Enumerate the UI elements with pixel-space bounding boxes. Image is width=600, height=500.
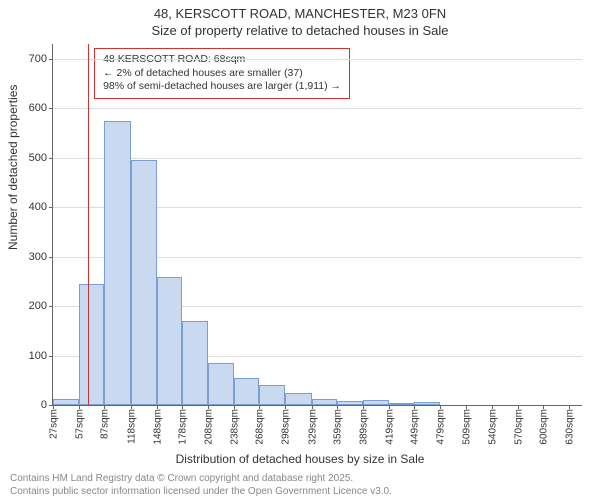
chart-title: 48, KERSCOTT ROAD, MANCHESTER, M23 0FN bbox=[0, 0, 600, 23]
y-tick-mark bbox=[49, 257, 53, 258]
x-tick-label: 389sqm bbox=[358, 409, 369, 445]
footer-credits: Contains HM Land Registry data © Crown c… bbox=[10, 473, 392, 498]
grid-line bbox=[53, 59, 582, 60]
histogram-bar bbox=[234, 378, 260, 405]
x-tick-label: 178sqm bbox=[178, 409, 189, 445]
histogram-bar bbox=[259, 385, 285, 405]
y-tick-label: 200 bbox=[29, 300, 47, 312]
histogram-bar bbox=[182, 321, 208, 405]
x-axis-label: Distribution of detached houses by size … bbox=[0, 452, 600, 466]
x-tick-label: 27sqm bbox=[49, 409, 60, 439]
histogram-bar bbox=[53, 399, 79, 405]
y-tick-label: 100 bbox=[29, 350, 47, 362]
histogram-bar bbox=[131, 160, 157, 405]
histogram-bar bbox=[363, 400, 389, 405]
grid-line bbox=[53, 158, 582, 159]
histogram-bar bbox=[104, 121, 131, 405]
histogram-bar bbox=[312, 399, 338, 405]
x-tick-label: 359sqm bbox=[333, 409, 344, 445]
y-tick-mark bbox=[49, 207, 53, 208]
x-tick-label: 570sqm bbox=[513, 409, 524, 445]
y-tick-mark bbox=[49, 158, 53, 159]
histogram-bar bbox=[414, 402, 440, 405]
reference-line bbox=[88, 44, 89, 405]
y-tick-mark bbox=[49, 108, 53, 109]
y-tick-mark bbox=[49, 306, 53, 307]
x-tick-label: 208sqm bbox=[204, 409, 215, 445]
plot-area: 48 KERSCOTT ROAD: 68sqm ← 2% of detached… bbox=[52, 44, 582, 406]
annotation-line2: ← 2% of detached houses are smaller (37) bbox=[103, 67, 341, 81]
histogram-bar bbox=[79, 284, 105, 405]
y-tick-label: 500 bbox=[29, 152, 47, 164]
x-tick-label: 57sqm bbox=[74, 409, 85, 439]
x-tick-label: 540sqm bbox=[488, 409, 499, 445]
x-tick-label: 600sqm bbox=[539, 409, 550, 445]
footer-line2: Contains public sector information licen… bbox=[10, 486, 392, 499]
histogram-bar bbox=[389, 403, 415, 405]
histogram-bar bbox=[157, 277, 183, 405]
x-tick-label: 238sqm bbox=[229, 409, 240, 445]
y-tick-mark bbox=[49, 59, 53, 60]
y-axis-label: Number of detached properties bbox=[6, 85, 20, 250]
y-tick-label: 700 bbox=[29, 53, 47, 65]
y-tick-label: 300 bbox=[29, 251, 47, 263]
y-tick-label: 600 bbox=[29, 102, 47, 114]
x-tick-label: 479sqm bbox=[435, 409, 446, 445]
y-tick-label: 0 bbox=[41, 399, 47, 411]
x-tick-label: 329sqm bbox=[307, 409, 318, 445]
grid-line bbox=[53, 108, 582, 109]
histogram-bar bbox=[285, 393, 312, 405]
x-tick-label: 148sqm bbox=[152, 409, 163, 445]
x-tick-label: 419sqm bbox=[384, 409, 395, 445]
x-tick-label: 268sqm bbox=[255, 409, 266, 445]
x-tick-label: 87sqm bbox=[100, 409, 111, 439]
x-tick-label: 298sqm bbox=[281, 409, 292, 445]
y-tick-label: 400 bbox=[29, 201, 47, 213]
x-tick-label: 118sqm bbox=[126, 409, 137, 444]
x-tick-label: 509sqm bbox=[461, 409, 472, 445]
y-tick-mark bbox=[49, 356, 53, 357]
chart-subtitle: Size of property relative to detached ho… bbox=[0, 23, 600, 40]
footer-line1: Contains HM Land Registry data © Crown c… bbox=[10, 473, 392, 486]
histogram-bar bbox=[337, 401, 363, 405]
histogram-bar bbox=[208, 363, 234, 405]
x-tick-label: 449sqm bbox=[410, 409, 421, 445]
x-tick-label: 630sqm bbox=[565, 409, 576, 445]
annotation-box: 48 KERSCOTT ROAD: 68sqm ← 2% of detached… bbox=[94, 48, 350, 99]
annotation-line3: 98% of semi-detached houses are larger (… bbox=[103, 80, 341, 94]
